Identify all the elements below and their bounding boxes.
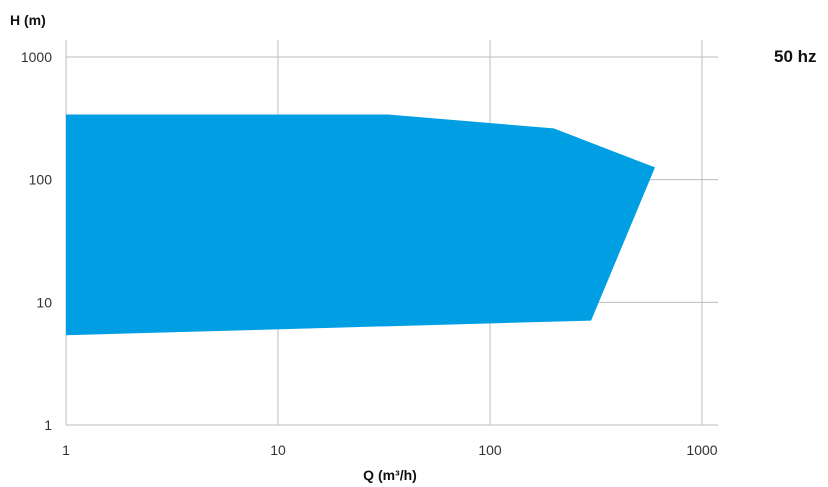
x-tick-label: 100 <box>478 442 502 458</box>
x-tick-labels: 1 10 100 1000 <box>62 442 718 458</box>
y-tick-labels: 1 10 100 1000 <box>21 49 52 433</box>
x-tick-label: 10 <box>270 442 286 458</box>
y-axis-label: H (m) <box>10 12 46 28</box>
operating-range-polygon <box>66 114 655 336</box>
x-axis-label: Q (m³/h) <box>363 467 417 483</box>
frequency-label: 50 hz <box>774 47 817 66</box>
y-tick-label: 1 <box>44 417 52 433</box>
x-tick-label: 1000 <box>686 442 717 458</box>
x-tick-label: 1 <box>62 442 70 458</box>
operating-range-area <box>66 114 655 336</box>
y-tick-label: 100 <box>29 172 53 188</box>
y-tick-label: 1000 <box>21 49 52 65</box>
y-tick-label: 10 <box>36 294 52 310</box>
